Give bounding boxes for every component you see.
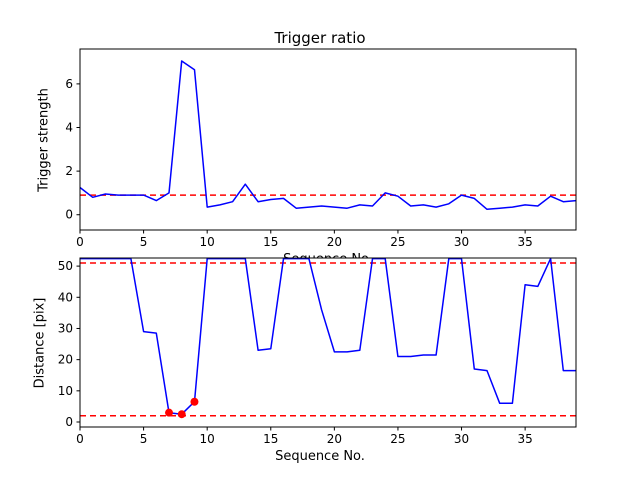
y-tick-label: 2 bbox=[65, 164, 73, 178]
axes-frame bbox=[79, 48, 577, 231]
chart-title: Trigger ratio bbox=[274, 29, 366, 47]
top-y-axis-label: Trigger strength bbox=[36, 88, 52, 192]
x-tick-label: 25 bbox=[390, 235, 405, 249]
marker-point bbox=[165, 408, 174, 417]
x-tick-label: 30 bbox=[454, 432, 469, 446]
axes-frame bbox=[79, 257, 577, 428]
y-tick-label: 10 bbox=[58, 384, 73, 398]
x-tick-label: 20 bbox=[327, 235, 342, 249]
x-tick-label: 10 bbox=[200, 432, 215, 446]
y-tick-label: 40 bbox=[58, 290, 73, 304]
x-tick-label: 15 bbox=[263, 432, 278, 446]
bottom-subplot: 0 5 10 15 20 25 30 35 0 10 20 30 40 50 bbox=[58, 257, 577, 446]
x-tick-label: 0 bbox=[76, 432, 84, 446]
bottom-x-axis-label: Sequence No. bbox=[275, 449, 365, 464]
y-tick-label: 20 bbox=[58, 353, 73, 367]
y-tick-label: 50 bbox=[58, 259, 73, 273]
axes-background bbox=[80, 258, 576, 427]
top-subplot: 0 5 10 15 20 25 30 35 0 2 4 6 bbox=[65, 48, 577, 249]
axes-background bbox=[80, 49, 576, 230]
y-tick-label: 0 bbox=[65, 415, 73, 429]
series-distance-pix bbox=[80, 257, 576, 415]
x-tick-label: 15 bbox=[263, 235, 278, 249]
y-tick-label: 4 bbox=[65, 121, 73, 135]
y-tick-label: 6 bbox=[65, 77, 73, 91]
x-tick-label: 35 bbox=[517, 432, 532, 446]
y-tick-label: 30 bbox=[58, 321, 73, 335]
x-tick-label: 0 bbox=[76, 235, 84, 249]
x-tick-label: 30 bbox=[454, 235, 469, 249]
marker-point bbox=[190, 397, 199, 406]
series-trigger-strength bbox=[79, 60, 577, 211]
marker-point bbox=[177, 410, 186, 419]
x-tick-label: 35 bbox=[517, 235, 532, 249]
x-tick-label: 25 bbox=[390, 432, 405, 446]
y-tick-label: 0 bbox=[65, 208, 73, 222]
bottom-y-axis-label: Distance [pix] bbox=[32, 297, 48, 389]
x-tick-label: 5 bbox=[140, 432, 148, 446]
x-tick-label: 10 bbox=[200, 235, 215, 249]
x-tick-label: 20 bbox=[327, 432, 342, 446]
x-tick-label: 5 bbox=[140, 235, 148, 249]
